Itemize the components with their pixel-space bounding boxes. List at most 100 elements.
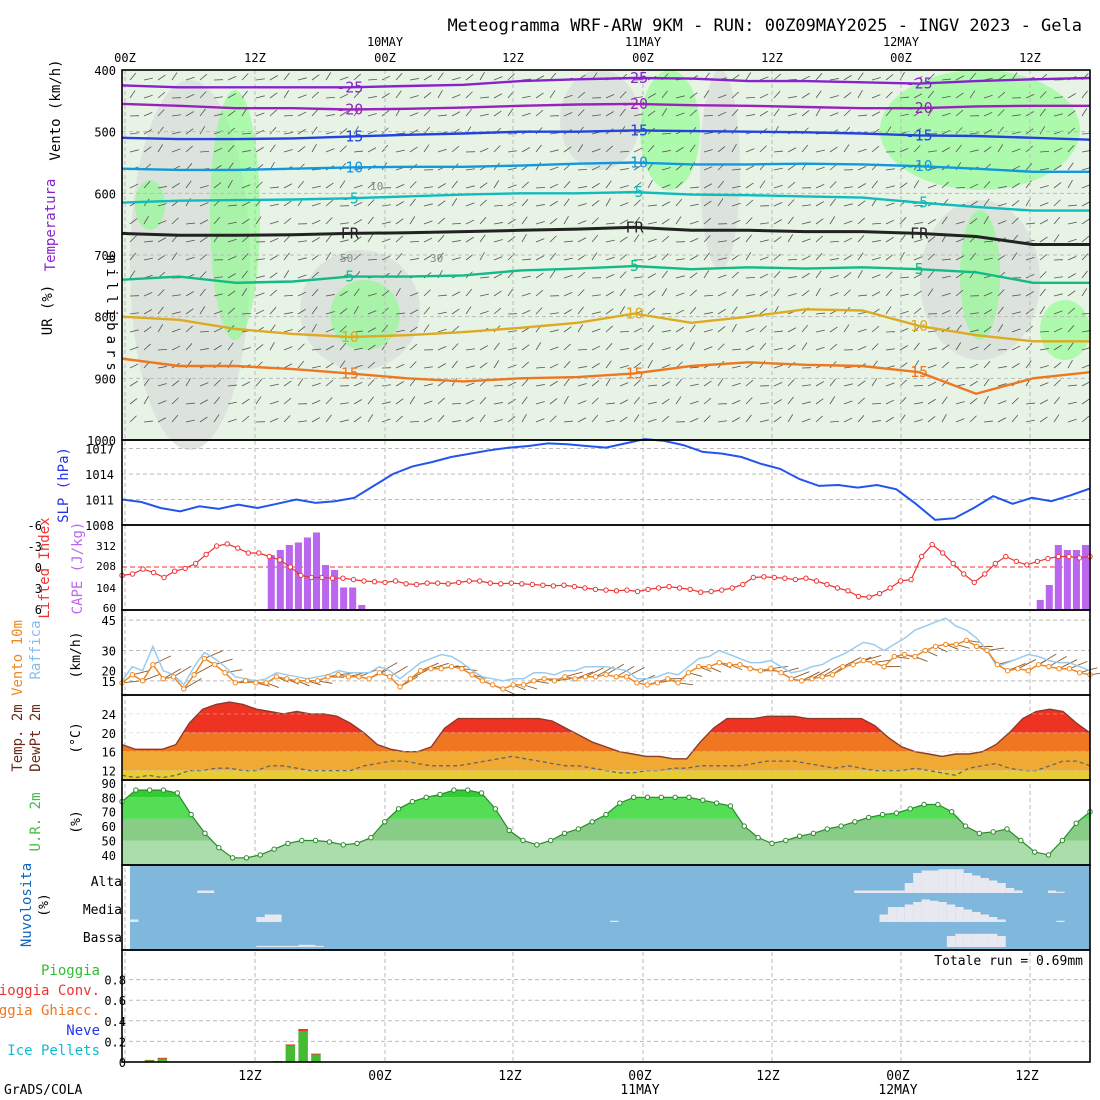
wind-barb (591, 380, 600, 387)
wind-barb (885, 74, 894, 81)
wind-barb (815, 108, 821, 117)
wind-barb (437, 148, 447, 153)
cape-bar (1072, 550, 1080, 610)
rh-point (658, 794, 665, 800)
wind-barb (577, 383, 587, 387)
wind-barb (927, 236, 936, 243)
wind-barb (899, 252, 905, 261)
wind-barb (437, 415, 445, 423)
wind-barb (367, 379, 375, 387)
wind-barb (283, 329, 293, 333)
wind-barb (199, 108, 206, 117)
wind-barb (717, 274, 727, 279)
wind-barb (255, 258, 265, 261)
cloud-cell (1014, 890, 1023, 893)
wind-barb (381, 255, 391, 261)
wind-barb (423, 400, 433, 405)
wind-barb (857, 252, 864, 261)
cloud-cell (946, 869, 956, 893)
cape-tick-label: 60 (103, 602, 116, 615)
wind-barb (493, 239, 503, 243)
cloud-cell (197, 890, 206, 893)
wind-barb (381, 75, 391, 81)
rh-point (174, 790, 181, 796)
wind-barb (1081, 288, 1088, 297)
wind-barb (647, 342, 654, 351)
wind-barb (423, 324, 430, 333)
wind-barb (409, 258, 419, 261)
wind-barb (577, 324, 584, 333)
wind-barb (479, 182, 488, 189)
wind10m-point (273, 674, 280, 680)
lifted-index-point (571, 583, 578, 590)
bottom-time-tick: 00Z (628, 1069, 652, 1084)
wind-barb (787, 344, 796, 351)
wind-barb (437, 235, 445, 243)
wind-barb (1081, 270, 1088, 279)
wind-barb (283, 380, 292, 387)
wind-barb (339, 145, 347, 153)
wind-barb (591, 200, 600, 207)
cloud-cell (921, 899, 930, 922)
wind10m-point (963, 637, 970, 644)
rh-shading-area (330, 280, 400, 350)
cloud-cell (896, 890, 905, 893)
precip-legend-label: Neve (66, 1023, 100, 1039)
rh-point (949, 808, 955, 815)
wind-barb (675, 275, 685, 279)
wind-barb (577, 220, 587, 225)
wind-barb (577, 348, 588, 351)
lifted-index-point (371, 579, 378, 585)
wind-barb (997, 400, 1007, 405)
wind-barb (927, 184, 937, 189)
wind-barb (311, 109, 319, 117)
lifted-index-point (876, 590, 883, 597)
wind-barb (213, 182, 222, 189)
rh-point (216, 845, 222, 851)
lifted-index-point (992, 560, 999, 567)
isotherm-label: -10 (336, 158, 363, 176)
wind-barb (983, 94, 993, 99)
wind-barb (451, 257, 461, 261)
wind-barb (815, 253, 823, 261)
wind-barb (367, 293, 377, 297)
cloud-cell (980, 914, 989, 922)
wind10m-point (634, 680, 640, 686)
wind-barb (367, 113, 377, 117)
wind-barb (157, 109, 165, 117)
wind-barb (605, 180, 612, 189)
wind-barb (675, 344, 684, 351)
wind-barb (955, 238, 965, 243)
wind-barb (129, 398, 138, 405)
wind-barb (213, 293, 223, 297)
wind-barb (787, 78, 798, 81)
wind-barb (129, 380, 138, 387)
wind-barb (1053, 147, 1063, 153)
lifted-index-point (498, 581, 504, 587)
wind-barb (171, 252, 178, 261)
wind-barb (731, 91, 739, 99)
wind-barb (507, 236, 516, 243)
temp-band (122, 702, 1090, 733)
wind10m-point (356, 674, 362, 680)
temp-tick-label: 16 (102, 746, 116, 760)
wind-barb (899, 217, 907, 225)
wind-arrow (132, 669, 151, 676)
wind-barb (955, 109, 964, 117)
wind-arrow (121, 680, 139, 684)
wind-barb (787, 293, 797, 297)
wind-barb (955, 92, 964, 99)
lifted-index-point (645, 586, 651, 593)
wind-barb (969, 398, 978, 405)
wind-barb (339, 342, 347, 351)
wind-barb (941, 216, 948, 225)
wind-barb (493, 419, 503, 423)
wind-barb (129, 183, 139, 189)
wind-barb (129, 235, 137, 243)
wind-barb (815, 415, 823, 423)
cloud-cell (904, 904, 914, 922)
lifted-index-point (266, 553, 273, 560)
cloud-cell (955, 869, 964, 893)
wind-barb (983, 396, 989, 405)
wind10m-point (191, 672, 197, 678)
